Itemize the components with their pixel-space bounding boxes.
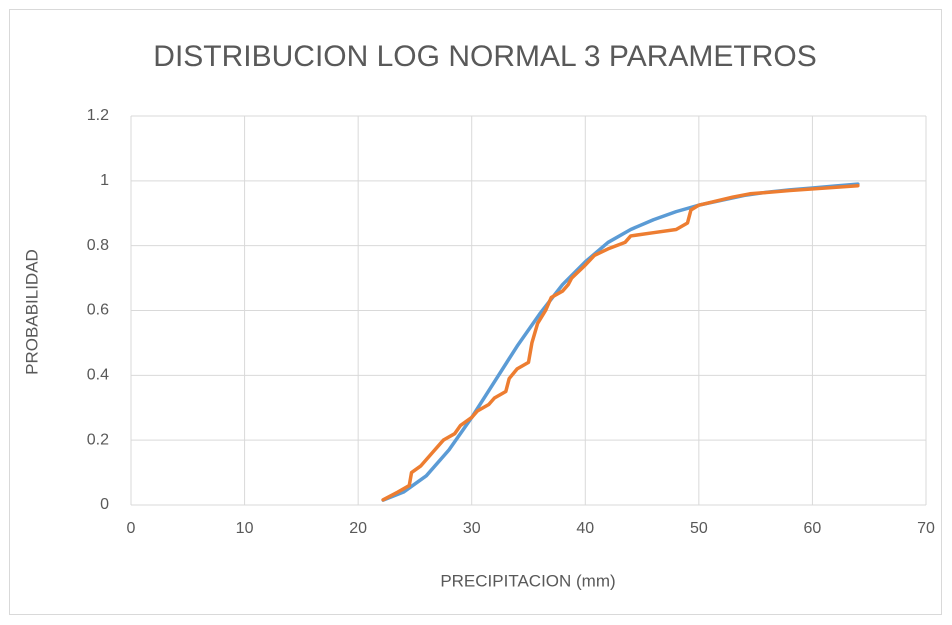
- chart-title: DISTRIBUCION LOG NORMAL 3 PARAMETROS: [153, 40, 816, 73]
- x-tick-label: 60: [804, 520, 822, 537]
- x-tick-label: 10: [236, 520, 254, 537]
- y-tick-label: 0.6: [87, 302, 109, 319]
- x-tick-label: 0: [127, 520, 136, 537]
- x-axis-title: PRECIPITACION (mm): [440, 571, 615, 590]
- y-tick-label: 1: [100, 172, 109, 189]
- y-tick-label: 0.4: [87, 367, 109, 384]
- y-tick-label: 0.8: [87, 237, 109, 254]
- series-line: [381, 183, 860, 502]
- chart-border: [9, 9, 942, 615]
- y-tick-label: 0.2: [87, 431, 109, 448]
- y-tick-label: 1.2: [87, 107, 109, 124]
- x-tick-label: 20: [349, 520, 367, 537]
- x-tick-label: 70: [917, 520, 935, 537]
- x-tick-label: 50: [690, 520, 708, 537]
- x-tick-label: 30: [463, 520, 481, 537]
- y-axis-title: PROBABILIDAD: [22, 249, 41, 375]
- x-tick-label: 40: [576, 520, 594, 537]
- y-tick-label: 0: [100, 496, 109, 513]
